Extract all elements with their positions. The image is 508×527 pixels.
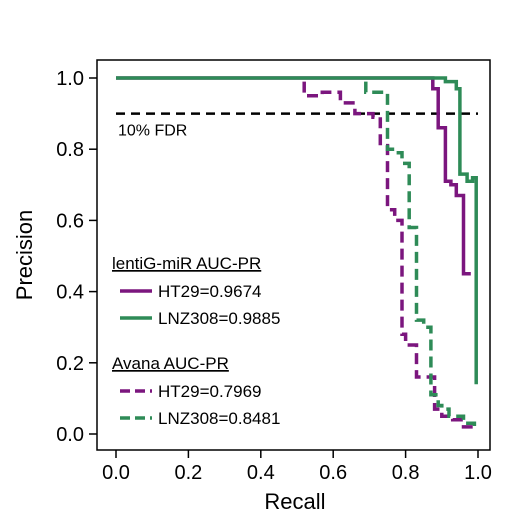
legend-entry-label: LNZ308=0.9885 xyxy=(158,309,280,328)
legend-entry-label: LNZ308=0.8481 xyxy=(158,409,280,428)
legend: lentiG-miR AUC-PR HT29=0.9674 LNZ308=0.988… xyxy=(112,254,280,428)
y-tick-label: 0.0 xyxy=(56,424,84,446)
series-line-1 xyxy=(116,76,471,276)
legend-group-title: Avana AUC-PR xyxy=(112,354,229,373)
y-axis: 0.0 0.2 0.4 0.6 0.8 1.0 xyxy=(56,68,97,446)
x-tick-label: 0.2 xyxy=(174,462,202,484)
fdr-label: 10% FDR xyxy=(118,123,187,140)
series-line-4 xyxy=(364,81,477,427)
plot-data-layer: 10% FDR xyxy=(116,76,478,429)
x-tick-label: 0.4 xyxy=(247,462,275,484)
legend-entry-label: HT29=0.7969 xyxy=(158,382,262,401)
y-tick-label: 0.2 xyxy=(56,353,84,375)
series-line-3 xyxy=(302,81,475,429)
x-axis-title: Recall xyxy=(264,489,325,514)
legend-entry-label: HT29=0.9674 xyxy=(158,282,262,301)
y-tick-label: 0.8 xyxy=(56,139,84,161)
plot-frame xyxy=(96,59,491,451)
x-axis: 0.0 0.2 0.4 0.6 0.8 1.0 xyxy=(102,450,492,484)
y-tick-label: 1.0 xyxy=(56,68,84,90)
x-tick-label: 1.0 xyxy=(464,462,492,484)
series-line-2 xyxy=(116,76,478,385)
x-tick-label: 0.6 xyxy=(319,462,347,484)
legend-group-title: lentiG-miR AUC-PR xyxy=(112,254,261,273)
y-tick-label: 0.4 xyxy=(56,282,84,304)
x-tick-label: 0.8 xyxy=(392,462,420,484)
x-tick-label: 0.0 xyxy=(102,462,130,484)
y-tick-label: 0.6 xyxy=(56,210,84,232)
y-axis-title: Precision xyxy=(12,210,37,300)
